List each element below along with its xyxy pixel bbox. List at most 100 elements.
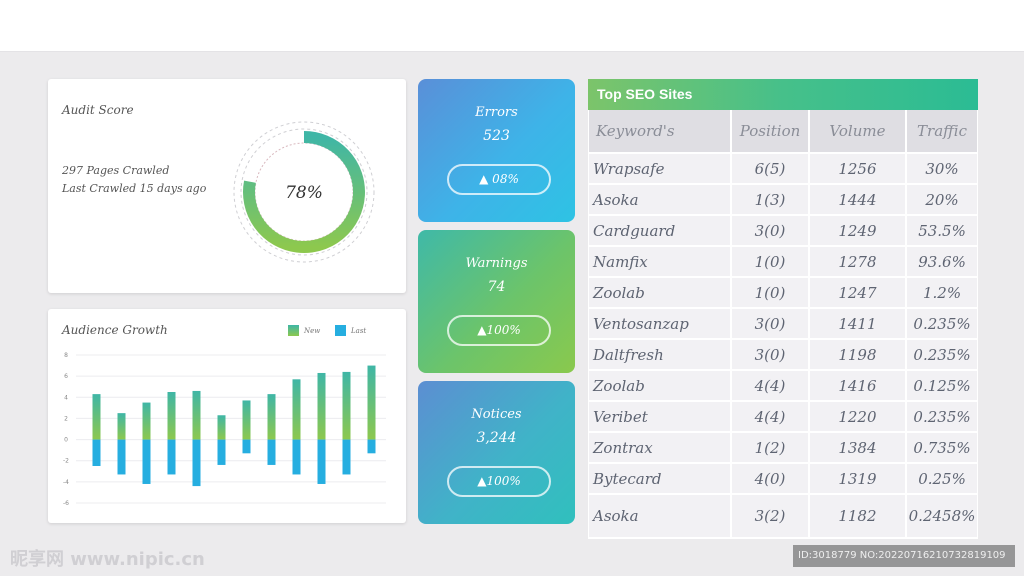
warnings-change-pill[interactable]: ▲100%: [447, 315, 551, 346]
table-row[interactable]: Asoka 1(3) 1444 20%: [589, 185, 977, 216]
table-row[interactable]: Zoolab 4(4) 1416 0.125%: [589, 371, 977, 402]
bar-last: [167, 439, 176, 475]
notices-value: 3,244: [476, 430, 517, 446]
table-row[interactable]: Zoolab 1(0) 1247 1.2%: [589, 278, 977, 309]
cell-volume: 1444: [809, 185, 906, 216]
table-row[interactable]: Daltfresh 3(0) 1198 0.235%: [589, 340, 977, 371]
warnings-value: 74: [487, 279, 506, 295]
cell-position: 3(0): [732, 309, 808, 340]
cell-position: 3(2): [732, 495, 808, 539]
table-row[interactable]: Wrapsafe 6(5) 1256 30%: [589, 154, 977, 185]
notices-label: Notices: [471, 407, 522, 422]
y-tick-label: -6: [63, 500, 69, 507]
bar-last: [317, 439, 326, 484]
legend-new: New: [288, 325, 320, 336]
audience-growth-chart: 8 6 4 2 0 -2 -4 -6: [63, 352, 386, 507]
audit-score-title: Audit Score: [62, 103, 134, 117]
col-position[interactable]: Position: [732, 110, 808, 154]
legend-new-label: New: [304, 326, 321, 335]
warnings-label: Warnings: [465, 256, 528, 271]
cell-position: 1(0): [732, 278, 808, 309]
bar-new: [342, 371, 351, 440]
cell-traffic: 30%: [907, 154, 977, 185]
bar-new: [317, 372, 326, 440]
table-row[interactable]: Veribet 4(4) 1220 0.235%: [589, 402, 977, 433]
bar-new: [367, 365, 376, 440]
cell-position: 4(4): [732, 371, 808, 402]
col-keywords[interactable]: Keyword's: [589, 110, 731, 154]
cell-traffic: 93.6%: [907, 247, 977, 278]
cell-volume: 1249: [809, 216, 906, 247]
legend-new-swatch: [288, 325, 299, 336]
warnings-tile[interactable]: Warnings 74 ▲100%: [418, 230, 575, 373]
bar-last: [117, 439, 126, 475]
bar-new: [117, 413, 126, 440]
errors-tile[interactable]: Errors 523 ▲ 08%: [418, 79, 575, 222]
cell-traffic: 0.125%: [907, 371, 977, 402]
pages-crawled-text: 297 Pages Crawled: [62, 164, 170, 177]
y-tick-label: 2: [64, 415, 68, 422]
cell-traffic: 1.2%: [907, 278, 977, 309]
cell-keyword: Bytecard: [589, 464, 731, 495]
cell-traffic: 0.735%: [907, 433, 977, 464]
cell-volume: 1198: [809, 340, 906, 371]
cell-volume: 1256: [809, 154, 906, 185]
notices-tile[interactable]: Notices 3,244 ▲100%: [418, 381, 575, 524]
cell-keyword: Daltfresh: [589, 340, 731, 371]
bar-new: [217, 415, 226, 440]
cell-position: 3(0): [732, 216, 808, 247]
bar-last: [367, 439, 376, 454]
audience-growth-card: Audience Growth New Last 8 6 4 2 0 -2 -4 -6: [48, 309, 406, 523]
watermark-right: ID:3018779 NO:20220716210732819109: [793, 545, 1015, 567]
y-tick-label: 4: [64, 394, 68, 401]
errors-change-pill[interactable]: ▲ 08%: [447, 164, 551, 195]
bar-last: [192, 439, 201, 487]
notices-change-pill[interactable]: ▲100%: [447, 466, 551, 497]
table-row[interactable]: Bytecard 4(0) 1319 0.25%: [589, 464, 977, 495]
cell-traffic: 53.5%: [907, 216, 977, 247]
donut-outer-ring: [233, 121, 375, 263]
table-row[interactable]: Cardguard 3(0) 1249 53.5%: [589, 216, 977, 247]
cell-keyword: Asoka: [589, 185, 731, 216]
cell-volume: 1220: [809, 402, 906, 433]
bar-last: [342, 439, 351, 475]
cell-traffic: 0.2458%: [907, 495, 977, 539]
cell-traffic: 0.235%: [907, 340, 977, 371]
bar-last: [242, 439, 251, 454]
table-row[interactable]: Namfix 1(0) 1278 93.6%: [589, 247, 977, 278]
cell-keyword: Namfix: [589, 247, 731, 278]
col-volume[interactable]: Volume: [809, 110, 906, 154]
cell-volume: 1384: [809, 433, 906, 464]
cell-volume: 1247: [809, 278, 906, 309]
bar-last: [142, 439, 151, 484]
cell-keyword: Asoka: [589, 495, 731, 539]
bar-new: [292, 379, 301, 440]
cell-position: 4(0): [732, 464, 808, 495]
donut-middle-ring: [240, 128, 368, 256]
cell-keyword: Zoolab: [589, 278, 731, 309]
cell-traffic: 0.235%: [907, 309, 977, 340]
audit-score-value: 78%: [285, 183, 323, 203]
bar-new: [142, 402, 151, 440]
errors-value: 523: [483, 128, 510, 144]
cell-traffic: 0.25%: [907, 464, 977, 495]
table-row[interactable]: Zontrax 1(2) 1384 0.735%: [589, 433, 977, 464]
col-traffic[interactable]: Traffic: [907, 110, 977, 154]
table-row[interactable]: Ventosanzap 3(0) 1411 0.235%: [589, 309, 977, 340]
cell-position: 1(0): [732, 247, 808, 278]
bar-new: [92, 394, 101, 440]
audience-growth-title: Audience Growth: [62, 323, 168, 337]
cell-position: 6(5): [732, 154, 808, 185]
watermark-left: 昵享网 www.nipic.cn: [10, 549, 205, 570]
cell-keyword: Veribet: [589, 402, 731, 433]
y-tick-label: 8: [64, 352, 68, 359]
bar-last: [292, 439, 301, 475]
table-row[interactable]: Asoka 3(2) 1182 0.2458%: [589, 495, 977, 539]
cell-keyword: Zoolab: [589, 371, 731, 402]
bar-new: [192, 390, 201, 440]
cell-position: 4(4): [732, 402, 808, 433]
errors-label: Errors: [475, 105, 518, 120]
cell-traffic: 20%: [907, 185, 977, 216]
cell-keyword: Zontrax: [589, 433, 731, 464]
cell-traffic: 0.235%: [907, 402, 977, 433]
